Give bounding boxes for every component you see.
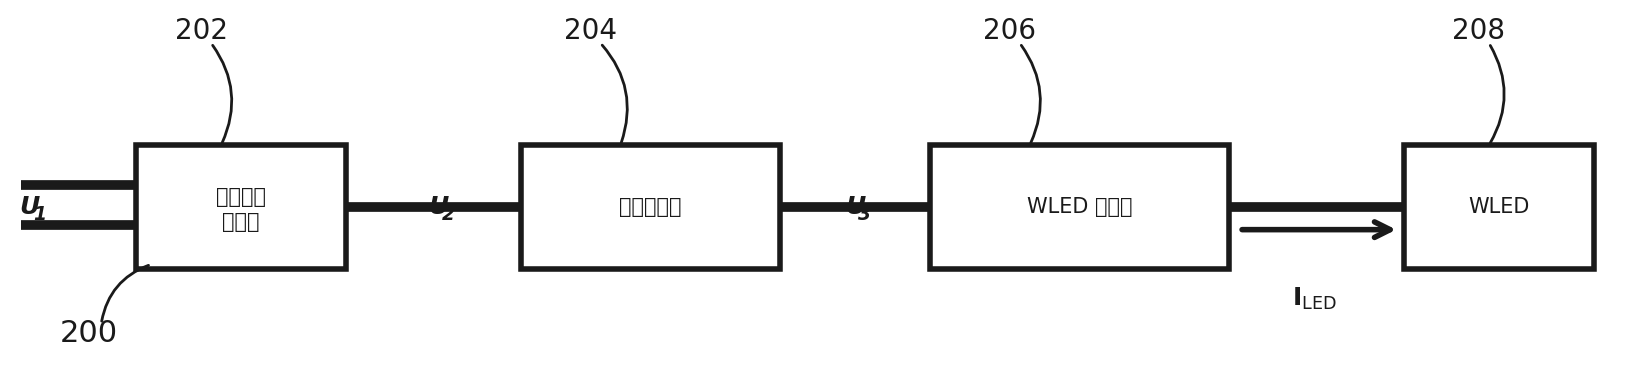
- Text: WLED 驱动器: WLED 驱动器: [1026, 197, 1132, 217]
- Text: 浩可控硬: 浩可控硬: [215, 187, 266, 208]
- Text: U: U: [20, 195, 39, 219]
- Text: 1: 1: [33, 205, 46, 224]
- Bar: [929, 145, 1229, 269]
- Text: 208: 208: [1453, 17, 1505, 45]
- Bar: [520, 145, 780, 269]
- Text: WLED: WLED: [1469, 197, 1530, 217]
- Text: 2: 2: [443, 205, 456, 224]
- Text: 202: 202: [174, 17, 227, 45]
- Text: 206: 206: [984, 17, 1036, 45]
- Text: 3: 3: [859, 205, 872, 224]
- Text: U: U: [429, 195, 449, 219]
- Text: $\mathbf{I}_{\mathrm{LED}}$: $\mathbf{I}_{\mathrm{LED}}$: [1291, 286, 1337, 312]
- Text: 204: 204: [564, 17, 617, 45]
- Text: 电子变压器: 电子变压器: [619, 197, 681, 217]
- Text: 200: 200: [61, 320, 118, 348]
- Text: U: U: [846, 195, 865, 219]
- Bar: [1405, 145, 1594, 269]
- Text: 调光器: 调光器: [222, 212, 260, 232]
- Bar: [137, 145, 345, 269]
